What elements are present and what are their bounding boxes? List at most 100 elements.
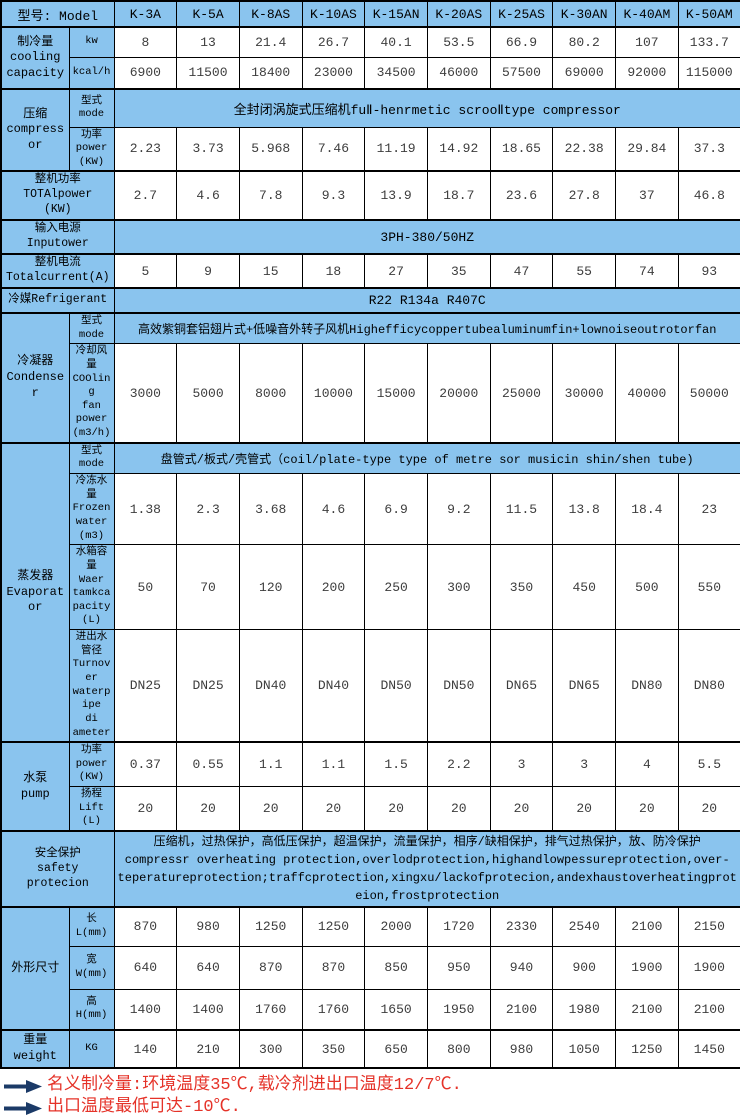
- value-cell: 250: [364, 544, 428, 631]
- value-cell: 2100: [615, 906, 679, 947]
- row-dim-height: 高H(mm) 1400 1400 1760 1760 1650 1950 2100 1980 2…: [1, 988, 740, 1031]
- row-frozen-water: 冷冻水量 Frozenwater (m3) 1.38 2.3 3.68 4.6 6.9 9…: [1, 473, 740, 546]
- row-pump-lift: 扬程Lift (L) 20 20 20 20 20 20 20 20 20 20: [1, 786, 740, 832]
- value-cell: 4: [615, 741, 679, 788]
- value-cell: 9.3: [301, 170, 366, 221]
- model-header-cell: K-3A: [113, 0, 178, 28]
- value-cell: 20: [364, 786, 428, 832]
- model-header-cell: K-20AS: [426, 0, 491, 28]
- row-weight: 重量 weight KG 140 210 300 350 650 800 980 1050 12…: [0, 1029, 740, 1069]
- note-line: 出口温度最低可达-10℃.: [4, 1097, 740, 1119]
- value-cell: 5000: [176, 343, 240, 444]
- value-cell: 1250: [615, 1029, 679, 1069]
- row-compressor-mode: 压缩 compressor 型式mode 全封闭涡旋式压缩机fuⅡ-henrme…: [0, 87, 740, 172]
- value-cell: 23.6: [489, 170, 554, 221]
- value-cell: 13.8: [552, 473, 617, 546]
- value-cell: 1950: [426, 988, 491, 1031]
- safety-value: 压缩机，过热保护，高低压保护，超温保护，流量保护，相序/缺相保护，排气过热保护，…: [113, 830, 740, 908]
- row-label-weight: 重量 weight: [0, 1029, 70, 1069]
- value-cell: 800: [426, 1029, 491, 1069]
- model-header-cell: K-8AS: [238, 0, 303, 28]
- value-cell: 92000: [615, 56, 679, 90]
- row-label-input-power: 输入电源Inputower: [0, 219, 115, 255]
- value-cell: 133.7: [677, 26, 740, 58]
- value-cell: 1250: [238, 906, 303, 947]
- value-cell: 30000: [552, 343, 617, 444]
- value-cell: 20: [426, 786, 491, 832]
- value-cell: 1250: [301, 906, 366, 947]
- value-cell: 140: [113, 1029, 178, 1069]
- value-cell: 18.65: [489, 126, 554, 172]
- value-cell: 1.1: [301, 741, 366, 788]
- value-cell: 5: [113, 253, 178, 289]
- value-cell: DN65: [489, 629, 554, 743]
- value-cell: 1650: [364, 988, 428, 1031]
- value-cell: 870: [238, 945, 303, 990]
- value-cell: 1900: [615, 945, 679, 990]
- value-cell: 20000: [426, 343, 491, 444]
- value-cell: 120: [238, 544, 303, 631]
- row-label-kcal: kcal/h: [68, 56, 115, 90]
- value-cell: 55: [552, 253, 617, 289]
- row-label-pump-power: 功率power (KW): [68, 741, 115, 788]
- value-cell: 18.7: [426, 170, 491, 221]
- value-cell: 870: [301, 945, 366, 990]
- value-cell: 950: [426, 945, 491, 990]
- spec-table: 型号: Model K-3A K-5A K-8AS K-10AS K-15AN K-20A…: [0, 0, 740, 1070]
- value-cell: 1400: [176, 988, 240, 1031]
- value-cell: 13: [176, 26, 240, 58]
- row-label-condenser: 冷凝器 Condenser: [0, 311, 70, 444]
- row-label-total-power: 整机功率 TOTAlpower (KW): [0, 170, 115, 221]
- row-label-tank-capacity: 水箱容量 Waer tamkcapacity(L): [68, 544, 115, 631]
- value-cell: 29.84: [615, 126, 679, 172]
- value-cell: 940: [489, 945, 554, 990]
- value-cell: 11500: [176, 56, 240, 90]
- model-header-cell: K-40AM: [615, 0, 679, 28]
- value-cell: 40000: [615, 343, 679, 444]
- value-cell: 20: [238, 786, 303, 832]
- row-label-pump-lift: 扬程Lift (L): [68, 786, 115, 832]
- arrow-icon: [4, 1101, 42, 1115]
- value-cell: 3: [489, 741, 554, 788]
- value-cell: 3: [552, 741, 617, 788]
- value-cell: 14.92: [426, 126, 491, 172]
- row-label-compressor: 压缩 compressor: [0, 87, 70, 172]
- row-label-safety: 安全保护 safety protecion: [0, 830, 115, 908]
- value-cell: 7.8: [238, 170, 303, 221]
- value-cell: 23000: [301, 56, 366, 90]
- value-cell: 74: [615, 253, 679, 289]
- row-label-evaporator: 蒸发器 Evaporator: [0, 441, 70, 743]
- row-total-power: 整机功率 TOTAlpower (KW) 2.7 4.6 7.8 9.3 13.9 18.…: [0, 170, 740, 221]
- value-cell: 13.9: [364, 170, 428, 221]
- value-cell: 850: [364, 945, 428, 990]
- row-input-power: 输入电源Inputower 3PH-380/50HZ: [0, 219, 740, 255]
- value-cell: 1980: [552, 988, 617, 1031]
- value-cell: 1050: [552, 1029, 617, 1069]
- value-cell: 10000: [301, 343, 366, 444]
- value-cell: 300: [238, 1029, 303, 1069]
- value-cell: 8: [113, 26, 178, 58]
- value-cell: 4.6: [176, 170, 240, 221]
- value-cell: 18400: [238, 56, 303, 90]
- value-cell: 21.4: [238, 26, 303, 58]
- compressor-mode-value: 全封闭涡旋式压缩机fuⅡ-henrmetic scrooⅡtype compre…: [113, 88, 740, 128]
- row-label-height: 高H(mm): [68, 988, 115, 1031]
- value-cell: 93: [677, 253, 740, 289]
- value-cell: DN80: [677, 629, 740, 743]
- value-cell: 2100: [489, 988, 554, 1031]
- row-cooling-kw: 制冷量 cooling capacity kw 8 13 21.4 26.7 40.1 5…: [0, 26, 740, 90]
- value-cell: 50: [113, 544, 178, 631]
- row-label-pump: 水泵 pump: [0, 741, 70, 832]
- row-header: 型号: Model K-3A K-5A K-8AS K-10AS K-15AN K-20A…: [0, 0, 740, 28]
- model-header-cell: K-5A: [176, 0, 240, 28]
- value-cell: 46000: [426, 56, 491, 90]
- row-label-pipe-diameter: 进出水管径 Turnover waterpipe di ameter: [68, 629, 115, 743]
- row-label-cooling-capacity: 制冷量 cooling capacity: [0, 26, 70, 90]
- value-cell: 27: [364, 253, 428, 289]
- value-cell: 20: [552, 786, 617, 832]
- value-cell: 3.73: [176, 126, 240, 172]
- row-label-cooling-fan: 冷却风量 COOling fan power (m3/h): [68, 343, 115, 444]
- value-cell: 37: [615, 170, 679, 221]
- value-cell: 500: [615, 544, 679, 631]
- row-evaporator-mode: 蒸发器 Evaporator 型式mode 盘管式/板式/壳管式（coil/pl…: [0, 441, 740, 743]
